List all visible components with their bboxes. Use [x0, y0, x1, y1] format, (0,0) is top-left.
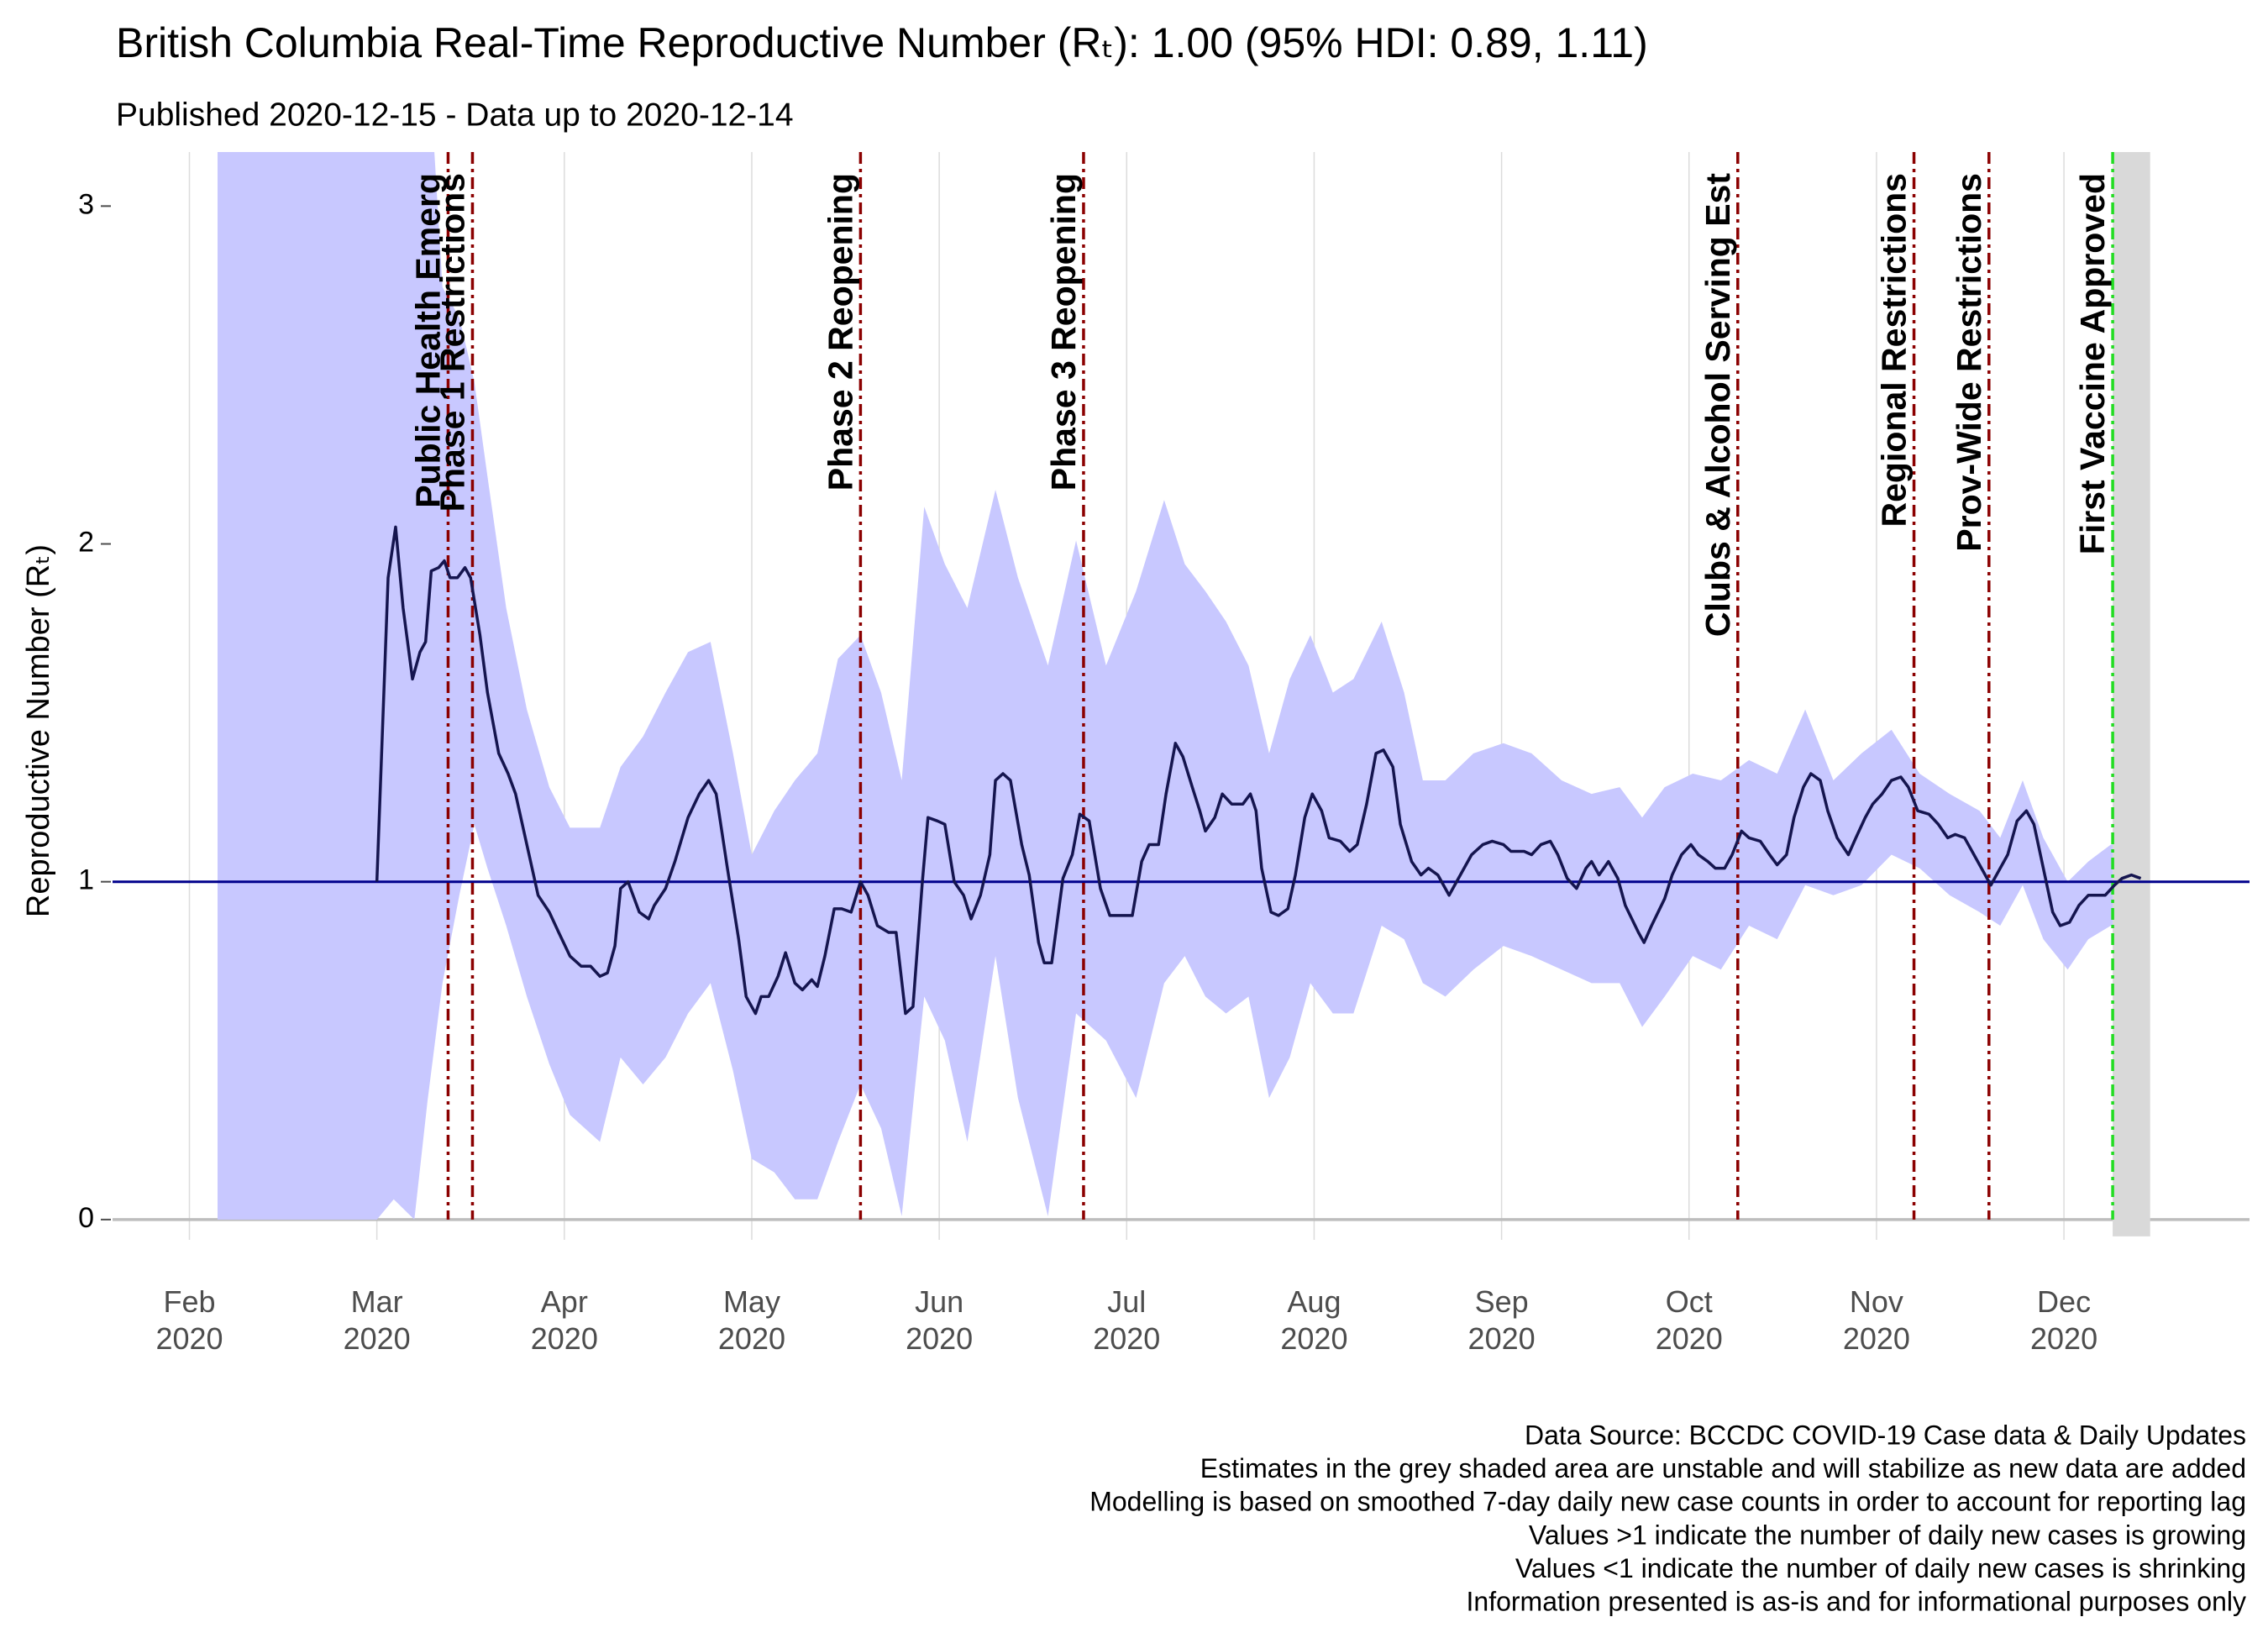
x-tick-label: Mar 2020 [343, 1284, 411, 1356]
unstable-region [2113, 152, 2150, 1236]
x-tick-label: Nov 2020 [1842, 1284, 1910, 1356]
credible-band [217, 152, 2143, 1220]
footnote: Values <1 indicate the number of daily n… [1515, 1553, 2246, 1583]
footnote: Information presented is as-is and for i… [1467, 1586, 2246, 1616]
x-tick-label: Sep 2020 [1467, 1284, 1536, 1356]
y-tick-label: 1 [78, 864, 94, 896]
x-tick-label: Jul 2020 [1093, 1284, 1161, 1356]
chart-subtitle: Published 2020-12-15 - Data up to 2020-1… [116, 97, 794, 133]
event-label: Phase 2 Reopening [821, 173, 859, 491]
event-label: Public Health Emerg [408, 173, 447, 508]
chart-title: British Columbia Real-Time Reproductive … [116, 19, 1648, 66]
rt-line [375, 525, 2142, 1016]
footnote: Estimates in the grey shaded area are un… [1200, 1453, 2246, 1483]
x-tick-label: Feb 2020 [155, 1284, 223, 1356]
x-tick-label: Aug 2020 [1280, 1284, 1348, 1356]
x-tick-label: May 2020 [717, 1284, 785, 1356]
footnote: Data Source: BCCDC COVID-19 Case data & … [1525, 1420, 2246, 1450]
event-label: Phase 1 Restrictions [433, 173, 471, 512]
event-label: First Vaccine Approved [2073, 173, 2112, 554]
event-label: Prov-Wide Restrictions [1950, 173, 1988, 552]
y-tick-label: 0 [78, 1202, 94, 1234]
x-tick-label: Oct 2020 [1655, 1284, 1723, 1356]
y-axis-label: Reproductive Number (Rₜ) [21, 544, 56, 917]
event-label: Regional Restrictions [1875, 173, 1914, 527]
x-tick-label: Apr 2020 [530, 1284, 598, 1356]
y-tick-label: 3 [78, 188, 94, 220]
x-tick-label: Jun 2020 [906, 1284, 974, 1356]
event-label: Clubs & Alcohol Serving Est [1698, 173, 1737, 637]
event-label: Phase 3 Reopening [1044, 173, 1083, 491]
plot-area [113, 152, 2250, 1240]
y-tick-label: 2 [78, 527, 94, 559]
footnote: Values >1 indicate the number of daily n… [1529, 1520, 2246, 1550]
footnote: Modelling is based on smoothed 7-day dai… [1089, 1487, 2246, 1517]
x-tick-label: Dec 2020 [2030, 1284, 2098, 1356]
